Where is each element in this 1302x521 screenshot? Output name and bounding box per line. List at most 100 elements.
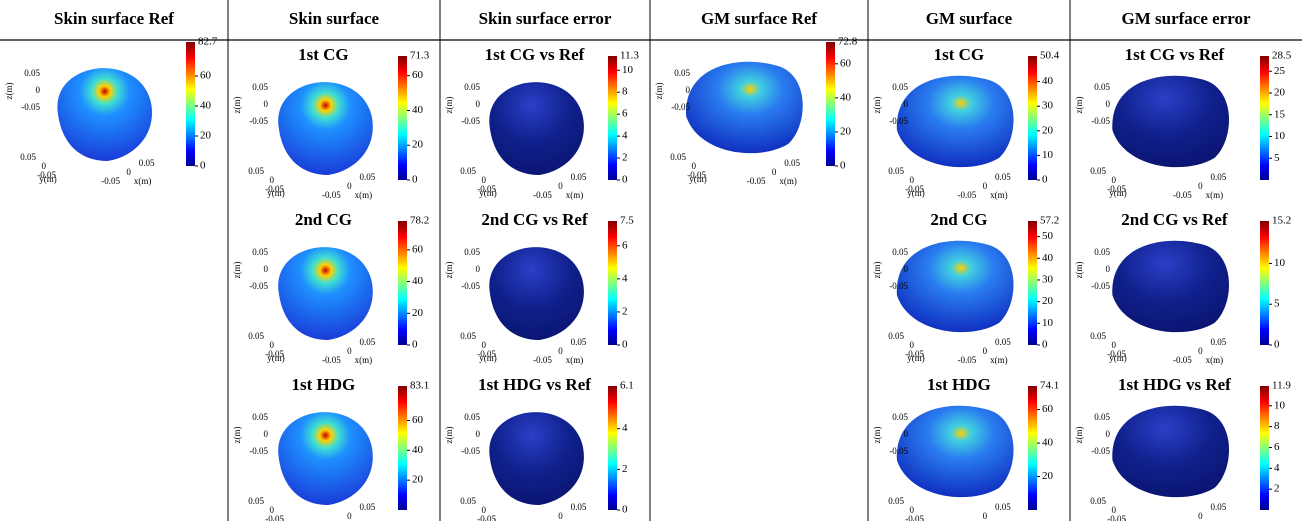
panel-title: 2nd CG — [930, 210, 987, 229]
z-axis-label: z(m) — [1074, 97, 1084, 114]
colorbar-tick-label: 5 — [1274, 298, 1280, 310]
x-tick-label: 0.05 — [995, 337, 1011, 347]
x-axis-label: x(m) — [1206, 355, 1224, 365]
x-tick-label: 0 — [772, 167, 777, 177]
colorbar-tick-label: 20 — [840, 125, 852, 137]
x-tick-label: 0.05 — [995, 172, 1011, 182]
surface — [489, 247, 584, 340]
colorbar-tick-label: 20 — [412, 307, 424, 319]
y-tick-label: -0.05 — [265, 349, 284, 359]
colorbar-tick-label: 10 — [622, 64, 634, 76]
colorbar-tick-label: 50 — [1042, 230, 1054, 242]
z-axis-label: z(m) — [872, 262, 882, 279]
colorbar — [1260, 386, 1269, 510]
panel-title: 2nd CG vs Ref — [481, 210, 588, 229]
z-tick-label: 0 — [686, 85, 691, 95]
y-axis-label: y(m) — [267, 188, 285, 198]
z-tick-label: 0 — [1106, 429, 1111, 439]
colorbar-tick-label: 2 — [622, 305, 628, 317]
colorbar-tick-label: 20 — [1042, 124, 1054, 136]
colorbar-tick-label: 10 — [1274, 257, 1286, 269]
x-tick-label: 0 — [347, 181, 352, 191]
y-tick-label: 0.05 — [460, 166, 476, 176]
y-tick-label: -0.05 — [1107, 514, 1126, 521]
colorbar-tick-label: 2 — [1274, 483, 1280, 495]
y-tick-label: 0 — [270, 505, 275, 515]
z-tick-label: 0 — [904, 264, 909, 274]
x-tick-label: 0 — [983, 181, 988, 191]
colorbar — [608, 221, 617, 345]
colorbar-tick-label: 30 — [1042, 273, 1054, 285]
colorbar-tick-label: 40 — [1042, 252, 1054, 264]
y-tick-label: 0 — [270, 175, 275, 185]
colorbar — [1028, 56, 1037, 180]
colorbar-tick-label: 4 — [1274, 462, 1280, 474]
colorbar — [608, 386, 617, 510]
panel-title: 1st CG — [298, 45, 349, 64]
x-axis-label: x(m) — [566, 355, 584, 365]
x-tick-label: -0.05 — [533, 190, 552, 200]
colorbar-max: 7.5 — [620, 215, 634, 227]
x-tick-label: 0.05 — [139, 158, 155, 168]
y-axis-label: y(m) — [267, 518, 285, 521]
z-tick-label: -0.05 — [1091, 281, 1110, 291]
colorbar-tick-label: 20 — [1042, 470, 1054, 482]
z-axis-label: z(m) — [4, 83, 14, 100]
column-header: Skin surface Ref — [54, 9, 174, 28]
y-tick-label: 0 — [910, 340, 915, 350]
colorbar-tick-label: 10 — [1274, 130, 1286, 142]
surface — [278, 412, 373, 505]
z-tick-label: 0.05 — [892, 412, 908, 422]
colorbar-max: 15.2 — [1272, 215, 1291, 227]
z-tick-label: 0 — [476, 429, 481, 439]
colorbar — [826, 42, 835, 166]
y-tick-label: 0.05 — [248, 166, 264, 176]
y-axis-label: y(m) — [479, 353, 497, 363]
colorbar-tick-label: 8 — [622, 86, 628, 98]
y-tick-label: 0.05 — [248, 331, 264, 341]
colorbar-tick-label: 30 — [1042, 100, 1054, 112]
x-tick-label: 0 — [558, 346, 563, 356]
panel-title: 1st CG — [934, 45, 985, 64]
panel-title: 1st HDG vs Ref — [478, 375, 591, 394]
colorbar-tick-label: 10 — [1042, 317, 1054, 329]
panel-title: 1st HDG — [927, 375, 991, 394]
colorbar-max: 11.3 — [620, 50, 639, 62]
z-tick-label: 0.05 — [252, 412, 268, 422]
y-tick-label: -0.05 — [905, 514, 924, 521]
z-tick-label: 0.05 — [674, 68, 690, 78]
y-axis-label: y(m) — [907, 353, 925, 363]
y-axis-label: y(m) — [1109, 353, 1127, 363]
colorbar-tick-label: 60 — [840, 57, 852, 69]
colorbar-tick-label: 25 — [1274, 65, 1286, 77]
colorbar-tick-label: 0 — [840, 160, 846, 172]
x-tick-label: 0.05 — [784, 158, 800, 168]
x-tick-label: 0 — [126, 167, 131, 177]
colorbar-tick-label: 60 — [1042, 403, 1054, 415]
z-tick-label: 0.05 — [1094, 82, 1110, 92]
colorbar — [1260, 221, 1269, 345]
z-axis-label: z(m) — [872, 97, 882, 114]
x-axis-label: x(m) — [134, 176, 152, 186]
x-tick-label: 0.05 — [571, 502, 587, 512]
x-tick-label: -0.05 — [1173, 190, 1192, 200]
colorbar-tick-label: 0 — [1274, 339, 1280, 351]
z-axis-label: z(m) — [444, 262, 454, 279]
colorbar-max: 28.5 — [1272, 50, 1292, 62]
y-axis-label: y(m) — [1109, 188, 1127, 198]
x-tick-label: 0 — [1198, 346, 1203, 356]
z-tick-label: -0.05 — [461, 446, 480, 456]
surface — [896, 405, 1014, 498]
colorbar-max: 6.1 — [620, 380, 634, 392]
colorbar-max: 57.2 — [1040, 215, 1059, 227]
x-tick-label: 0 — [558, 181, 563, 191]
z-tick-label: 0.05 — [1094, 247, 1110, 257]
colorbar-tick-label: 6 — [622, 108, 628, 120]
y-tick-label: 0 — [1112, 175, 1117, 185]
z-tick-label: -0.05 — [249, 116, 268, 126]
panel-title: 2nd CG vs Ref — [1121, 210, 1228, 229]
colorbar-max: 71.3 — [410, 50, 430, 62]
z-tick-label: -0.05 — [249, 281, 268, 291]
colorbar-tick-label: 0 — [412, 174, 418, 186]
